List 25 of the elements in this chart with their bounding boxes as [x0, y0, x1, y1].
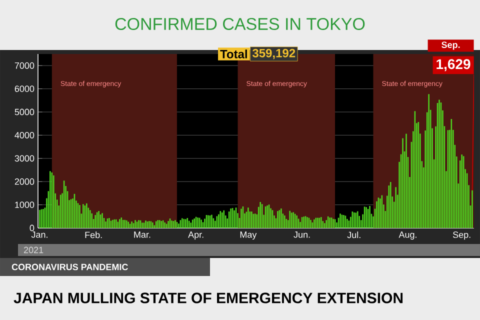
y-tick-label: 7000	[14, 62, 34, 69]
annotation: Total	[220, 50, 247, 58]
text: Sep.	[442, 42, 460, 50]
y-tick-label: 3000	[14, 155, 34, 162]
x-tick-label: Feb.	[85, 232, 102, 238]
chart-title: CONFIRMED CASES IN TOKYO	[115, 18, 365, 30]
x-tick-label: Aug.	[398, 232, 416, 240]
annotation: 1,629	[436, 59, 470, 72]
x-tick-label: Jan.	[31, 232, 48, 238]
y-tick-label: 6000	[14, 86, 34, 92]
y-tick-label: 0	[30, 224, 34, 232]
x-tick-label: Mar.	[134, 232, 150, 238]
x-tick-label: Apr.	[188, 232, 204, 240]
y-tick-label: 1000	[15, 202, 34, 208]
x-tick-label: Jul.	[347, 232, 360, 238]
x-tick-label: Jun.	[294, 232, 310, 238]
x-tick-label: May	[240, 232, 257, 240]
y-tick-label: 5000	[14, 108, 34, 116]
text: 2021	[24, 246, 44, 254]
x-tick-label: Sep.	[452, 232, 470, 240]
text: JAPAN MULLING STATE OF EMERGENCY EXTENSION	[14, 292, 403, 304]
y-tick-label: 4000	[14, 132, 34, 138]
annotation: 359,192	[252, 48, 296, 60]
y-tick-label: 2000	[14, 178, 34, 185]
text: CORONAVIRUS PANDEMIC	[12, 264, 128, 270]
